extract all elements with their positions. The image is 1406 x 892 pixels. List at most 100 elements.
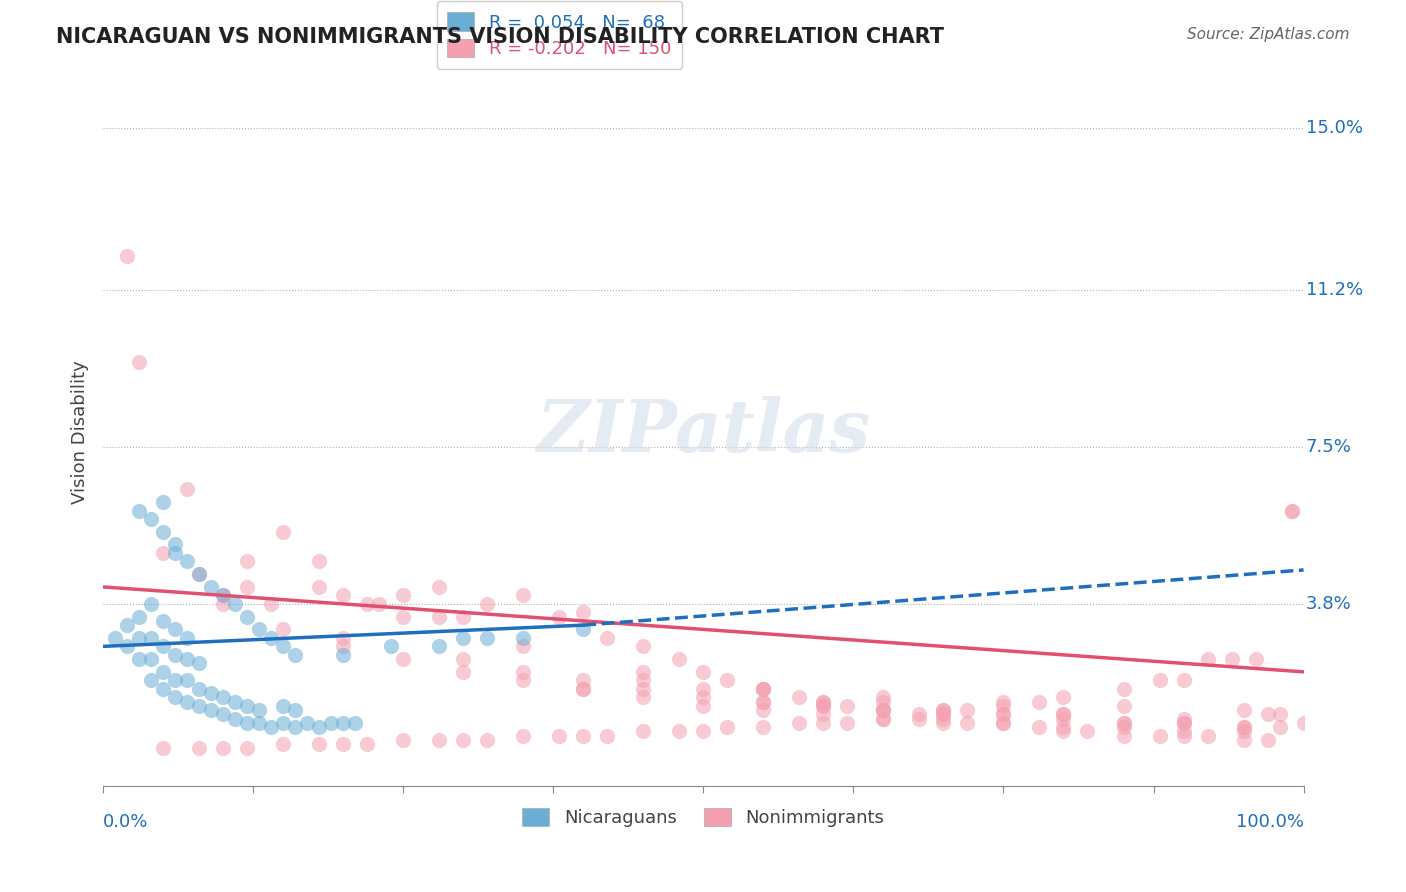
Point: [224, 597, 246, 611]
Point: [332, 631, 354, 645]
Point: [1149, 673, 1171, 688]
Point: [596, 729, 619, 743]
Point: [1028, 695, 1050, 709]
Point: [392, 589, 415, 603]
Point: [321, 715, 343, 730]
Text: ZIPatlas: ZIPatlas: [536, 396, 870, 467]
Point: [692, 665, 714, 679]
Point: [247, 715, 270, 730]
Point: [908, 707, 931, 722]
Point: [1052, 707, 1074, 722]
Point: [813, 707, 835, 722]
Point: [200, 703, 222, 717]
Point: [1173, 673, 1195, 688]
Point: [451, 732, 474, 747]
Point: [477, 732, 499, 747]
Point: [572, 673, 595, 688]
Point: [633, 640, 655, 654]
Point: [176, 483, 198, 497]
Point: [115, 640, 138, 654]
Point: [224, 712, 246, 726]
Point: [308, 737, 330, 751]
Point: [115, 249, 138, 263]
Point: [1149, 729, 1171, 743]
Point: [176, 652, 198, 666]
Point: [752, 720, 775, 734]
Point: [332, 737, 354, 751]
Point: [236, 715, 259, 730]
Point: [284, 703, 307, 717]
Point: [295, 715, 318, 730]
Point: [200, 580, 222, 594]
Point: [1197, 729, 1219, 743]
Text: NICARAGUAN VS NONIMMIGRANTS VISION DISABILITY CORRELATION CHART: NICARAGUAN VS NONIMMIGRANTS VISION DISAB…: [56, 27, 945, 46]
Point: [1268, 720, 1291, 734]
Point: [260, 720, 283, 734]
Point: [247, 623, 270, 637]
Point: [932, 703, 955, 717]
Point: [752, 695, 775, 709]
Point: [932, 703, 955, 717]
Point: [477, 631, 499, 645]
Point: [752, 681, 775, 696]
Point: [572, 729, 595, 743]
Point: [633, 681, 655, 696]
Point: [427, 580, 450, 594]
Point: [752, 695, 775, 709]
Point: [1232, 703, 1254, 717]
Point: [1232, 720, 1254, 734]
Point: [993, 698, 1015, 713]
Point: [692, 690, 714, 705]
Point: [212, 589, 235, 603]
Point: [128, 609, 150, 624]
Point: [1257, 707, 1279, 722]
Point: [1076, 724, 1098, 739]
Point: [188, 741, 211, 756]
Point: [165, 648, 187, 662]
Point: [451, 652, 474, 666]
Point: [212, 589, 235, 603]
Point: [1112, 681, 1135, 696]
Point: [752, 681, 775, 696]
Point: [284, 720, 307, 734]
Text: 100.0%: 100.0%: [1236, 814, 1303, 831]
Point: [104, 631, 127, 645]
Point: [247, 703, 270, 717]
Point: [633, 690, 655, 705]
Point: [392, 732, 415, 747]
Point: [1112, 720, 1135, 734]
Point: [1197, 652, 1219, 666]
Point: [1052, 707, 1074, 722]
Point: [548, 729, 571, 743]
Point: [1257, 732, 1279, 747]
Point: [308, 580, 330, 594]
Point: [451, 665, 474, 679]
Point: [956, 703, 979, 717]
Point: [1173, 729, 1195, 743]
Point: [356, 737, 378, 751]
Point: [451, 609, 474, 624]
Point: [993, 707, 1015, 722]
Point: [392, 652, 415, 666]
Point: [837, 715, 859, 730]
Point: [332, 715, 354, 730]
Point: [692, 724, 714, 739]
Point: [908, 712, 931, 726]
Point: [344, 715, 367, 730]
Point: [572, 681, 595, 696]
Point: [152, 614, 174, 628]
Point: [260, 597, 283, 611]
Point: [141, 652, 163, 666]
Point: [512, 729, 534, 743]
Point: [1220, 652, 1243, 666]
Point: [188, 567, 211, 582]
Point: [596, 631, 619, 645]
Point: [1281, 503, 1303, 517]
Point: [115, 618, 138, 632]
Point: [141, 597, 163, 611]
Point: [271, 524, 294, 539]
Point: [512, 640, 534, 654]
Point: [1232, 732, 1254, 747]
Point: [128, 355, 150, 369]
Point: [152, 741, 174, 756]
